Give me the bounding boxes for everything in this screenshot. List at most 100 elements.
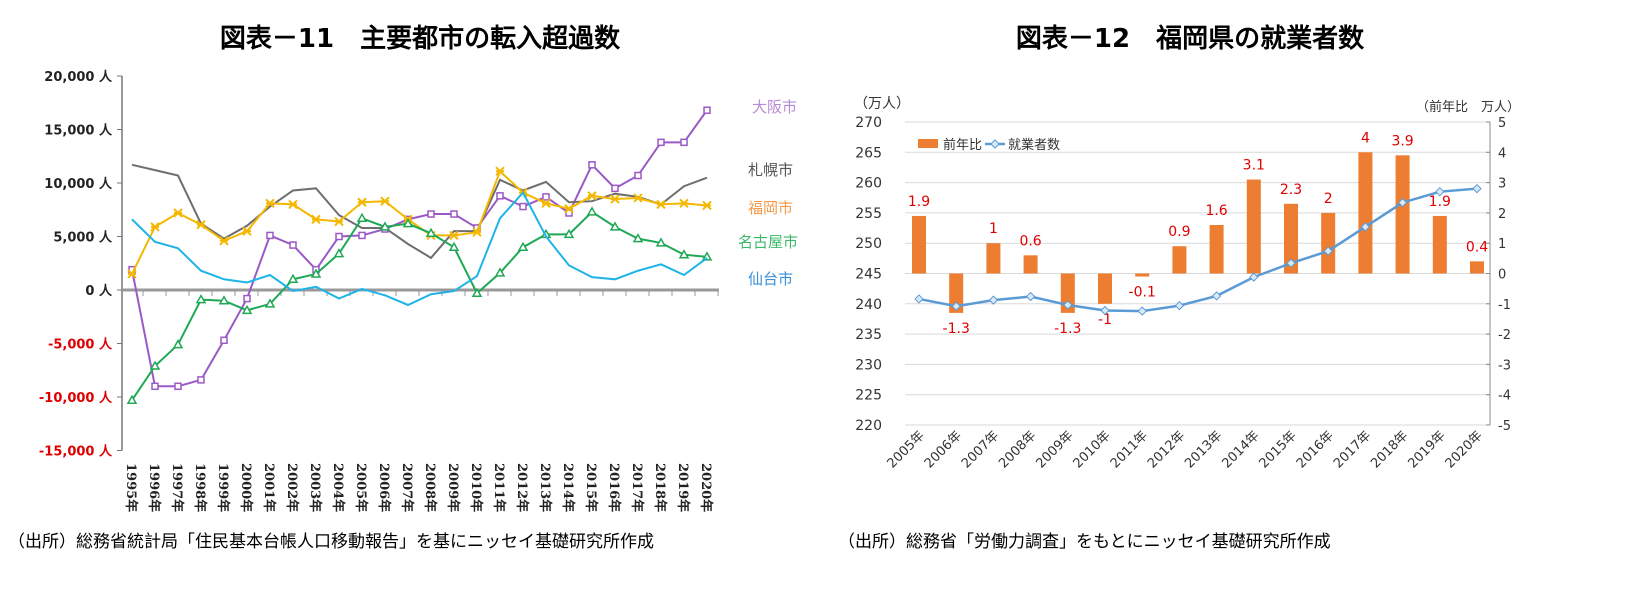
series-label: 札幌市	[748, 161, 793, 179]
y-tick-label: 20,000 人	[44, 69, 113, 85]
data-point	[448, 241, 460, 251]
x-tick-label: 1999年	[215, 463, 231, 512]
data-point	[334, 216, 344, 227]
data-label: -0.1	[1129, 285, 1156, 301]
data-point	[218, 295, 230, 305]
chart-title-left: 図表－11 主要都市の転入超過数	[219, 24, 621, 54]
y-tick-label: 0 人	[85, 283, 113, 299]
data-label: 1.9	[908, 194, 930, 210]
data-point	[1174, 300, 1185, 311]
data-point	[196, 220, 206, 230]
data-point	[564, 203, 574, 214]
data-point	[632, 233, 644, 243]
x-tick-label: 2007年	[959, 428, 1002, 471]
bar-2012年	[1172, 246, 1187, 274]
x-tick-label: 2001年	[261, 463, 277, 512]
source-note-right: （出所）総務省「労働力調査」をもとにニッセイ基礎研究所作成	[838, 532, 1331, 552]
bar-2018年	[1395, 155, 1410, 274]
series-label: 仙台市	[748, 270, 793, 288]
y-left-tick-label: 265	[855, 145, 882, 161]
y-left-tick-label: 240	[855, 297, 882, 313]
y-tick-label: -15,000 人	[39, 444, 113, 460]
x-tick-label: 2005年	[353, 463, 369, 512]
data-point	[150, 222, 160, 232]
data-point	[586, 206, 598, 216]
data-point	[1249, 272, 1259, 282]
data-point	[172, 339, 184, 349]
data-label: 1.6	[1205, 203, 1227, 219]
data-point	[701, 251, 713, 261]
data-point	[610, 194, 620, 204]
data-point	[357, 197, 367, 207]
data-point	[333, 248, 345, 258]
data-point	[264, 298, 276, 308]
x-tick-label: 2009年	[1033, 428, 1076, 471]
x-tick-label: 2015年	[583, 463, 599, 512]
data-label: 1	[989, 221, 998, 237]
legend-diamond-icon	[990, 139, 1000, 149]
data-point	[563, 228, 575, 239]
employment-chart: 270 265 260 255 250 245 240 235 230 225 220 5 4 3 2 1 0 -…	[854, 96, 1520, 471]
data-point	[657, 138, 665, 147]
data-point	[450, 210, 458, 218]
series-line-就業者数	[918, 187, 1478, 313]
data-point	[427, 210, 435, 218]
data-label: 0.9	[1168, 224, 1190, 240]
x-tick-label: 2011年	[1108, 428, 1151, 471]
bar-2017年	[1358, 152, 1373, 274]
x-tick-label: 2017年	[1331, 428, 1374, 471]
data-label: 1.9	[1429, 194, 1451, 210]
y-tick-label: -10,000 人	[39, 390, 113, 406]
data-label: 3.9	[1391, 133, 1413, 149]
legend-label: 就業者数	[1008, 137, 1060, 153]
data-point	[541, 198, 551, 209]
y-left-tick-label: 225	[855, 388, 882, 404]
data-point	[173, 208, 183, 218]
data-point	[988, 295, 999, 305]
bar-2011年	[1135, 273, 1150, 277]
data-point	[656, 199, 666, 210]
data-point	[588, 161, 596, 169]
data-point	[1025, 291, 1036, 302]
x-tick-label: 2013年	[537, 463, 553, 512]
data-label: 2	[1324, 191, 1333, 207]
bar-2006年	[949, 273, 964, 313]
data-point	[655, 237, 667, 247]
x-tick-label: 2009年	[445, 463, 461, 512]
data-point	[496, 192, 504, 200]
y-tick-label: 10,000 人	[44, 176, 113, 192]
bar-2013年	[1209, 225, 1224, 274]
data-point	[449, 230, 459, 241]
data-point	[680, 138, 688, 147]
x-tick-label: 1998年	[192, 463, 208, 512]
data-point	[679, 198, 689, 209]
data-point	[472, 227, 482, 237]
data-point	[519, 202, 527, 211]
x-tick-label: 2016年	[606, 463, 622, 512]
y-left-tick-label: 260	[855, 176, 882, 192]
bar-2015年	[1284, 203, 1298, 274]
bar-2016年	[1321, 212, 1336, 274]
x-tick-label: 2019年	[675, 463, 691, 512]
x-tick-label: 2014年	[560, 463, 576, 512]
data-point	[220, 336, 228, 345]
y-tick-label: 15,000 人	[44, 123, 113, 139]
data-point	[1211, 291, 1222, 301]
data-point	[1323, 246, 1333, 256]
bar-2010年	[1098, 273, 1112, 304]
x-tick-label: 2010年	[468, 463, 484, 512]
series-line-大阪市	[131, 109, 708, 388]
data-label: 3.1	[1243, 158, 1265, 174]
data-point	[380, 196, 390, 206]
y-right-tick-label: 4	[1498, 146, 1506, 161]
y-right-tick-label: -4	[1498, 389, 1511, 404]
x-tick-label: 2012年	[1145, 428, 1188, 471]
x-tick-label: 2013年	[1182, 428, 1225, 471]
series-label: 福岡市	[748, 199, 793, 217]
y-left-tick-label: 230	[855, 357, 882, 373]
legend-bar-swatch	[918, 139, 938, 148]
data-point	[517, 241, 529, 251]
data-point	[402, 218, 414, 228]
x-tick-label: 2019年	[1405, 428, 1448, 471]
data-point	[243, 294, 251, 303]
